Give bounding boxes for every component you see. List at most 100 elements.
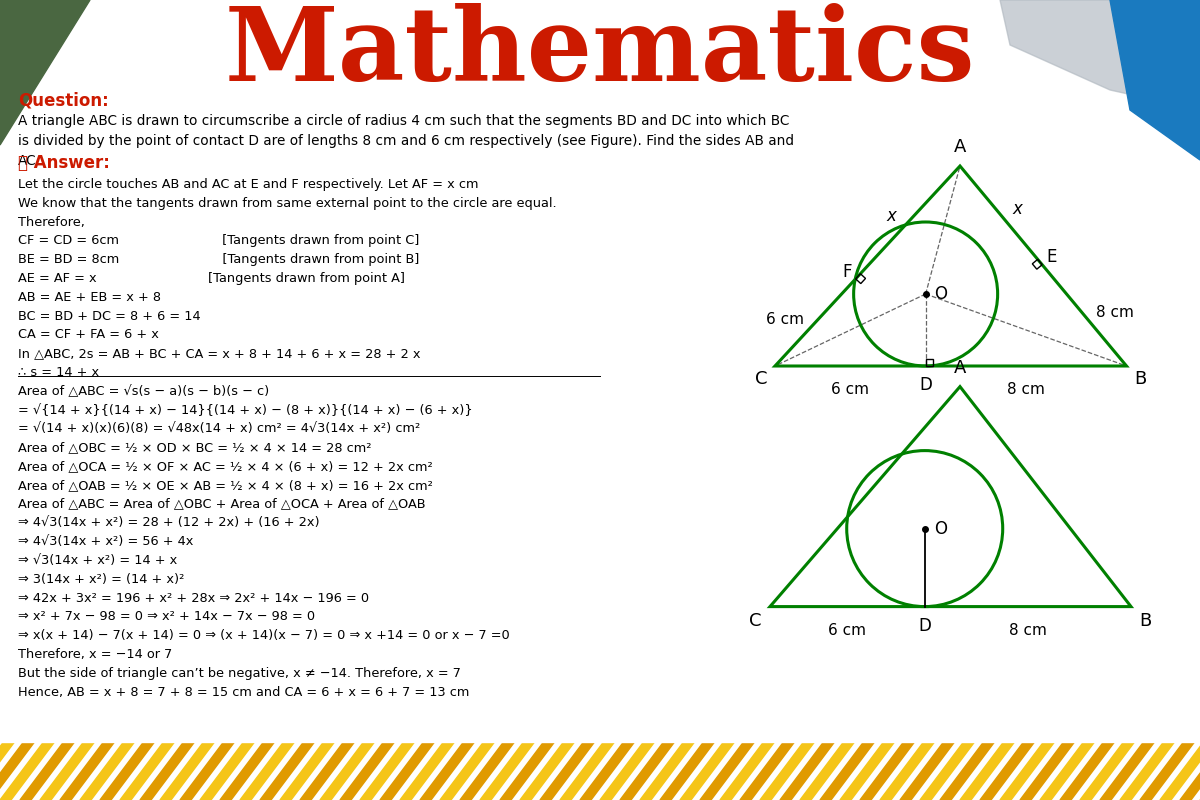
Polygon shape bbox=[200, 742, 254, 800]
Text: 6 cm: 6 cm bbox=[766, 312, 804, 327]
Text: x: x bbox=[1013, 200, 1022, 218]
Text: Therefore,: Therefore, bbox=[18, 215, 85, 229]
Polygon shape bbox=[700, 742, 755, 800]
Polygon shape bbox=[720, 742, 774, 800]
Polygon shape bbox=[500, 742, 554, 800]
Polygon shape bbox=[640, 742, 695, 800]
Text: ⇒ x² + 7x − 98 = 0 ⇒ x² + 14x − 7x − 98 = 0: ⇒ x² + 7x − 98 = 0 ⇒ x² + 14x − 7x − 98 … bbox=[18, 610, 316, 623]
Polygon shape bbox=[860, 742, 914, 800]
Polygon shape bbox=[160, 742, 215, 800]
Text: Area of △OCA = ½ × OF × AC = ½ × 4 × (6 + x) = 12 + 2x cm²: Area of △OCA = ½ × OF × AC = ½ × 4 × (6 … bbox=[18, 460, 433, 473]
Polygon shape bbox=[1000, 742, 1055, 800]
Polygon shape bbox=[340, 742, 395, 800]
Text: ⇒ 4√3(14x + x²) = 56 + 4x: ⇒ 4√3(14x + x²) = 56 + 4x bbox=[18, 535, 193, 548]
Text: We know that the tangents drawn from same external point to the circle are equal: We know that the tangents drawn from sam… bbox=[18, 197, 557, 210]
Text: AE = AF = x                           [Tangents drawn from point A]: AE = AF = x [Tangents drawn from point A… bbox=[18, 272, 406, 285]
Text: ⇒ 3(14x + x²) = (14 + x)²: ⇒ 3(14x + x²) = (14 + x)² bbox=[18, 573, 185, 586]
Text: x: x bbox=[887, 207, 896, 225]
Text: But the side of triangle can’t be negative, x ≠ −14. Therefore, x = 7: But the side of triangle can’t be negati… bbox=[18, 667, 461, 680]
Text: C: C bbox=[755, 370, 767, 388]
Text: AB = AE + EB = x + 8: AB = AE + EB = x + 8 bbox=[18, 291, 161, 304]
Polygon shape bbox=[900, 742, 954, 800]
Text: Area of △ABC = Area of △OBC + Area of △OCA + Area of △OAB: Area of △ABC = Area of △OBC + Area of △O… bbox=[18, 498, 426, 510]
Polygon shape bbox=[560, 742, 614, 800]
Polygon shape bbox=[760, 742, 815, 800]
Polygon shape bbox=[1160, 742, 1200, 800]
Polygon shape bbox=[1000, 0, 1200, 110]
Text: ∴ s = 14 + x: ∴ s = 14 + x bbox=[18, 366, 100, 379]
Text: CF = CD = 6cm                         [Tangents drawn from point C]: CF = CD = 6cm [Tangents drawn from point… bbox=[18, 234, 419, 247]
Polygon shape bbox=[1180, 742, 1200, 800]
Text: B: B bbox=[1139, 611, 1151, 630]
Polygon shape bbox=[820, 742, 875, 800]
Polygon shape bbox=[20, 742, 74, 800]
Text: CA = CF + FA = 6 + x: CA = CF + FA = 6 + x bbox=[18, 328, 158, 342]
Polygon shape bbox=[420, 742, 474, 800]
Polygon shape bbox=[360, 742, 414, 800]
Polygon shape bbox=[920, 742, 974, 800]
Text: Question:: Question: bbox=[18, 91, 109, 109]
Text: Area of △OBC = ½ × OD × BC = ½ × 4 × 14 = 28 cm²: Area of △OBC = ½ × OD × BC = ½ × 4 × 14 … bbox=[18, 442, 372, 454]
Text: ⇒ 42x + 3x² = 196 + x² + 28x ⇒ 2x² + 14x − 196 = 0: ⇒ 42x + 3x² = 196 + x² + 28x ⇒ 2x² + 14x… bbox=[18, 592, 370, 605]
Text: 6 cm: 6 cm bbox=[832, 382, 869, 397]
Text: Let the circle touches AB and AC at E and F respectively. Let AF = x cm: Let the circle touches AB and AC at E an… bbox=[18, 178, 479, 191]
Polygon shape bbox=[1040, 742, 1094, 800]
Polygon shape bbox=[220, 742, 275, 800]
Polygon shape bbox=[940, 742, 995, 800]
Polygon shape bbox=[320, 742, 374, 800]
Polygon shape bbox=[1020, 742, 1074, 800]
Text: 6 cm: 6 cm bbox=[828, 622, 866, 638]
Text: ⇒ x(x + 14) − 7(x + 14) = 0 ⇒ (x + 14)(x − 7) = 0 ⇒ x +14 = 0 or x − 7 =0: ⇒ x(x + 14) − 7(x + 14) = 0 ⇒ (x + 14)(x… bbox=[18, 630, 510, 642]
Polygon shape bbox=[40, 742, 95, 800]
Polygon shape bbox=[260, 742, 314, 800]
Polygon shape bbox=[600, 742, 654, 800]
Polygon shape bbox=[180, 742, 234, 800]
Polygon shape bbox=[140, 742, 194, 800]
Text: BC = BD + DC = 8 + 6 = 14: BC = BD + DC = 8 + 6 = 14 bbox=[18, 310, 200, 322]
Polygon shape bbox=[0, 0, 90, 145]
Polygon shape bbox=[300, 742, 354, 800]
Polygon shape bbox=[1120, 742, 1175, 800]
Text: 📝 Answer:: 📝 Answer: bbox=[18, 154, 110, 172]
Text: C: C bbox=[750, 611, 762, 630]
Polygon shape bbox=[280, 742, 335, 800]
Text: = √{14 + x}{(14 + x) − 14}{(14 + x) − (8 + x)}{(14 + x) − (6 + x)}: = √{14 + x}{(14 + x) − 14}{(14 + x) − (8… bbox=[18, 403, 473, 417]
Polygon shape bbox=[0, 742, 54, 800]
Text: O: O bbox=[934, 520, 947, 538]
Text: D: D bbox=[918, 617, 931, 634]
Text: F: F bbox=[842, 262, 851, 281]
Polygon shape bbox=[380, 742, 434, 800]
Polygon shape bbox=[680, 742, 734, 800]
Text: D: D bbox=[919, 376, 932, 394]
Text: B: B bbox=[1134, 370, 1147, 388]
Polygon shape bbox=[100, 742, 155, 800]
Text: 8 cm: 8 cm bbox=[1009, 622, 1046, 638]
Text: A: A bbox=[954, 358, 966, 377]
Polygon shape bbox=[840, 742, 894, 800]
Text: ⇒ 4√3(14x + x²) = 28 + (12 + 2x) + (16 + 2x): ⇒ 4√3(14x + x²) = 28 + (12 + 2x) + (16 +… bbox=[18, 517, 319, 530]
Polygon shape bbox=[1080, 742, 1134, 800]
Text: 8 cm: 8 cm bbox=[1007, 382, 1045, 397]
Polygon shape bbox=[400, 742, 455, 800]
Polygon shape bbox=[460, 742, 515, 800]
Polygon shape bbox=[1140, 742, 1194, 800]
Polygon shape bbox=[480, 742, 534, 800]
Polygon shape bbox=[980, 742, 1034, 800]
Polygon shape bbox=[60, 742, 114, 800]
Text: Mathematics: Mathematics bbox=[224, 2, 976, 102]
Text: A triangle ABC is drawn to circumscribe a circle of radius 4 cm such that the se: A triangle ABC is drawn to circumscribe … bbox=[18, 114, 794, 168]
Polygon shape bbox=[740, 742, 794, 800]
Polygon shape bbox=[580, 742, 635, 800]
Text: E: E bbox=[1046, 248, 1057, 266]
Text: A: A bbox=[954, 138, 966, 156]
Polygon shape bbox=[440, 742, 494, 800]
Polygon shape bbox=[960, 742, 1014, 800]
Polygon shape bbox=[620, 742, 674, 800]
Text: Therefore, x = −14 or 7: Therefore, x = −14 or 7 bbox=[18, 648, 173, 661]
Text: Area of △ABC = √s(s − a)(s − b)(s − c): Area of △ABC = √s(s − a)(s − b)(s − c) bbox=[18, 385, 269, 398]
Polygon shape bbox=[240, 742, 294, 800]
Text: 8 cm: 8 cm bbox=[1096, 305, 1134, 320]
Polygon shape bbox=[80, 742, 134, 800]
Text: ⇒ √3(14x + x²) = 14 + x: ⇒ √3(14x + x²) = 14 + x bbox=[18, 554, 178, 567]
Text: = √(14 + x)(x)(6)(8) = √48x(14 + x) cm² = 4√3(14x + x²) cm²: = √(14 + x)(x)(6)(8) = √48x(14 + x) cm² … bbox=[18, 422, 420, 435]
